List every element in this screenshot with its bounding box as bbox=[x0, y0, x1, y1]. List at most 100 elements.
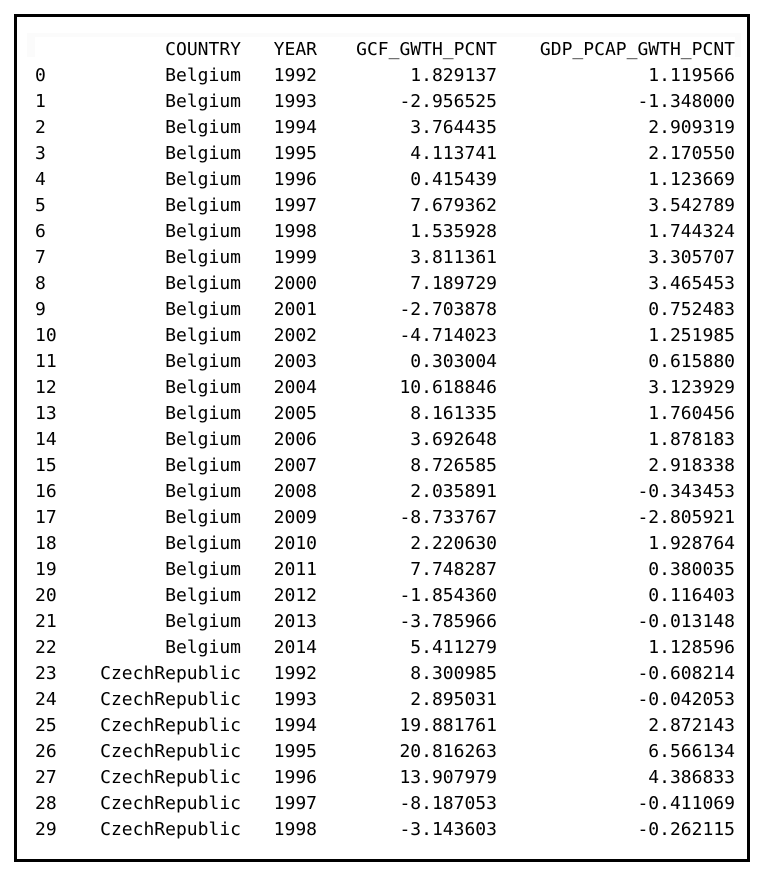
cell-year: 1996 bbox=[273, 767, 317, 788]
cell-gcf-gwth-pcnt: 13.907979 bbox=[399, 767, 497, 788]
table-row: 12 Belgium 2004 10.618846 3.123929 bbox=[35, 375, 735, 401]
cell-year: 2009 bbox=[273, 507, 317, 528]
cell-gcf-gwth-pcnt: 7.748287 bbox=[410, 559, 497, 580]
cell-year: 1994 bbox=[273, 117, 317, 138]
cell-gdp-pcap-gwth-pcnt: 0.615880 bbox=[648, 351, 735, 372]
cell-gdp-pcap-gwth-pcnt: -0.262115 bbox=[637, 819, 735, 840]
cell-country: Belgium bbox=[165, 91, 241, 112]
cell-country: Belgium bbox=[165, 481, 241, 502]
cell-gdp-pcap-gwth-pcnt: 1.760456 bbox=[648, 403, 735, 424]
cell-gcf-gwth-pcnt: 3.692648 bbox=[410, 429, 497, 450]
header-shade bbox=[27, 33, 741, 57]
cell-gdp-pcap-gwth-pcnt: 3.123929 bbox=[648, 377, 735, 398]
table-row: 23 CzechRepublic 1992 8.300985 -0.608214 bbox=[35, 661, 735, 687]
cell-year: 1997 bbox=[273, 793, 317, 814]
header-row: COUNTRY YEAR GCF_GWTH_PCNT GDP_PCAP_GWTH… bbox=[35, 37, 735, 63]
cell-gdp-pcap-gwth-pcnt: 6.566134 bbox=[648, 741, 735, 762]
cell-country: Belgium bbox=[165, 299, 241, 320]
table-row: 2 Belgium 1994 3.764435 2.909319 bbox=[35, 115, 735, 141]
cell-gcf-gwth-pcnt: 19.881761 bbox=[399, 715, 497, 736]
row-index: 16 bbox=[35, 481, 57, 502]
table-row: 15 Belgium 2007 8.726585 2.918338 bbox=[35, 453, 735, 479]
row-index: 9 bbox=[35, 299, 46, 320]
table-row: 4 Belgium 1996 0.415439 1.123669 bbox=[35, 167, 735, 193]
table-row: 14 Belgium 2006 3.692648 1.878183 bbox=[35, 427, 735, 453]
cell-country: Belgium bbox=[165, 403, 241, 424]
row-index: 15 bbox=[35, 455, 57, 476]
cell-gcf-gwth-pcnt: -2.703878 bbox=[399, 299, 497, 320]
cell-gdp-pcap-gwth-pcnt: -0.411069 bbox=[637, 793, 735, 814]
table-row: 18 Belgium 2010 2.220630 1.928764 bbox=[35, 531, 735, 557]
cell-country: Belgium bbox=[165, 559, 241, 580]
table-row: 8 Belgium 2000 7.189729 3.465453 bbox=[35, 271, 735, 297]
cell-gdp-pcap-gwth-pcnt: 2.170550 bbox=[648, 143, 735, 164]
cell-year: 2004 bbox=[273, 377, 317, 398]
cell-country: Belgium bbox=[165, 195, 241, 216]
cell-year: 2014 bbox=[273, 637, 317, 658]
cell-gdp-pcap-gwth-pcnt: 0.116403 bbox=[648, 585, 735, 606]
cell-year: 2011 bbox=[273, 559, 317, 580]
cell-gdp-pcap-gwth-pcnt: 0.380035 bbox=[648, 559, 735, 580]
cell-country: CzechRepublic bbox=[100, 741, 241, 762]
cell-country: Belgium bbox=[165, 325, 241, 346]
cell-gdp-pcap-gwth-pcnt: 1.878183 bbox=[648, 429, 735, 450]
row-index: 12 bbox=[35, 377, 57, 398]
cell-year: 1996 bbox=[273, 169, 317, 190]
header-gdp-pcap-gwth-pcnt: GDP_PCAP_GWTH_PCNT bbox=[539, 39, 735, 60]
cell-country: Belgium bbox=[165, 273, 241, 294]
cell-country: Belgium bbox=[165, 533, 241, 554]
cell-country: Belgium bbox=[165, 247, 241, 268]
table-row: 13 Belgium 2005 8.161335 1.760456 bbox=[35, 401, 735, 427]
table-row: 10 Belgium 2002 -4.714023 1.251985 bbox=[35, 323, 735, 349]
row-index: 26 bbox=[35, 741, 57, 762]
row-index: 25 bbox=[35, 715, 57, 736]
table-row: 1 Belgium 1993 -2.956525 -1.348000 bbox=[35, 89, 735, 115]
cell-year: 1999 bbox=[273, 247, 317, 268]
cell-gcf-gwth-pcnt: 10.618846 bbox=[399, 377, 497, 398]
cell-gdp-pcap-gwth-pcnt: -2.805921 bbox=[637, 507, 735, 528]
cell-gcf-gwth-pcnt: 4.113741 bbox=[410, 143, 497, 164]
cell-year: 2002 bbox=[273, 325, 317, 346]
cell-gdp-pcap-gwth-pcnt: -0.042053 bbox=[637, 689, 735, 710]
cell-country: Belgium bbox=[165, 221, 241, 242]
cell-gcf-gwth-pcnt: 20.816263 bbox=[399, 741, 497, 762]
row-index: 20 bbox=[35, 585, 57, 606]
cell-year: 1995 bbox=[273, 143, 317, 164]
table-row: 0 Belgium 1992 1.829137 1.119566 bbox=[35, 63, 735, 89]
cell-gcf-gwth-pcnt: -8.187053 bbox=[399, 793, 497, 814]
dataframe-table: COUNTRY YEAR GCF_GWTH_PCNT GDP_PCAP_GWTH… bbox=[35, 37, 735, 843]
cell-gcf-gwth-pcnt: -2.956525 bbox=[399, 91, 497, 112]
cell-country: Belgium bbox=[165, 585, 241, 606]
cell-year: 2001 bbox=[273, 299, 317, 320]
cell-gdp-pcap-gwth-pcnt: 4.386833 bbox=[648, 767, 735, 788]
cell-gdp-pcap-gwth-pcnt: 3.542789 bbox=[648, 195, 735, 216]
cell-year: 2012 bbox=[273, 585, 317, 606]
row-index: 23 bbox=[35, 663, 57, 684]
row-index: 27 bbox=[35, 767, 57, 788]
cell-year: 2007 bbox=[273, 455, 317, 476]
cell-gcf-gwth-pcnt: 2.035891 bbox=[410, 481, 497, 502]
cell-country: Belgium bbox=[165, 507, 241, 528]
row-index: 22 bbox=[35, 637, 57, 658]
table-row: 5 Belgium 1997 7.679362 3.542789 bbox=[35, 193, 735, 219]
row-index: 8 bbox=[35, 273, 46, 294]
cell-country: Belgium bbox=[165, 143, 241, 164]
table-row: 7 Belgium 1999 3.811361 3.305707 bbox=[35, 245, 735, 271]
cell-gcf-gwth-pcnt: 8.161335 bbox=[410, 403, 497, 424]
cell-gdp-pcap-gwth-pcnt: 1.128596 bbox=[648, 637, 735, 658]
cell-year: 1998 bbox=[273, 221, 317, 242]
table-row: 25 CzechRepublic 1994 19.881761 2.872143 bbox=[35, 713, 735, 739]
row-index: 6 bbox=[35, 221, 46, 242]
row-index: 14 bbox=[35, 429, 57, 450]
table-row: 24 CzechRepublic 1993 2.895031 -0.042053 bbox=[35, 687, 735, 713]
row-index: 3 bbox=[35, 143, 46, 164]
cell-gcf-gwth-pcnt: 1.535928 bbox=[410, 221, 497, 242]
cell-year: 1993 bbox=[273, 689, 317, 710]
cell-gdp-pcap-gwth-pcnt: -0.013148 bbox=[637, 611, 735, 632]
row-index: 4 bbox=[35, 169, 46, 190]
table-row: 17 Belgium 2009 -8.733767 -2.805921 bbox=[35, 505, 735, 531]
cell-gcf-gwth-pcnt: 3.764435 bbox=[410, 117, 497, 138]
cell-gcf-gwth-pcnt: 3.811361 bbox=[410, 247, 497, 268]
row-index: 2 bbox=[35, 117, 46, 138]
cell-gdp-pcap-gwth-pcnt: 0.752483 bbox=[648, 299, 735, 320]
